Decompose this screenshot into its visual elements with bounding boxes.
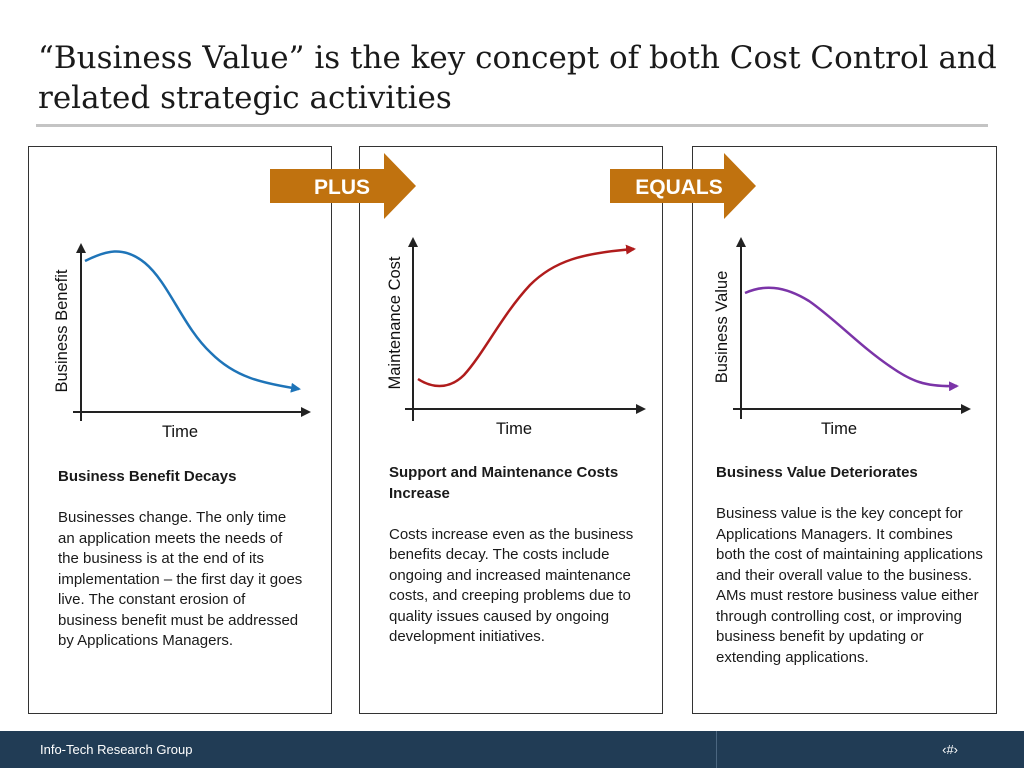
slide-title: “Business Value” is the key concept of b… bbox=[38, 40, 997, 116]
equals-arrow: EQUALS bbox=[610, 153, 756, 219]
panel-body: Business value is the key concept for Ap… bbox=[716, 505, 983, 666]
y-axis-label: Business Benefit bbox=[53, 269, 71, 392]
business-value-chart: Business Value Time bbox=[713, 237, 971, 438]
maintenance-cost-chart: Maintenance Cost Time bbox=[386, 237, 646, 438]
y-axis-label: Business Value bbox=[713, 271, 731, 384]
business-value-curve bbox=[744, 286, 959, 392]
panel-description: Business Benefit Decays Businesses chang… bbox=[58, 467, 306, 652]
footer-divider bbox=[716, 731, 717, 768]
panel-description: Support and Maintenance Costs Increase C… bbox=[389, 463, 647, 648]
business-benefit-curve bbox=[84, 250, 301, 393]
equals-label: EQUALS bbox=[635, 176, 723, 199]
panel-heading: Business Benefit Decays bbox=[58, 468, 237, 485]
title-divider bbox=[36, 124, 988, 127]
plus-arrow-shape bbox=[270, 153, 416, 219]
plus-label: PLUS bbox=[314, 176, 370, 199]
business-benefit-chart: Business Benefit Time bbox=[53, 243, 311, 441]
x-axis-label: Time bbox=[496, 420, 532, 438]
x-axis-label: Time bbox=[821, 420, 857, 438]
panel-heading: Business Value Deteriorates bbox=[716, 464, 918, 481]
business-benefit-panel: Business Benefit Time Business Benefit D… bbox=[28, 146, 332, 714]
business-value-panel: Business Value Time Business Value Deter… bbox=[692, 146, 997, 714]
maintenance-cost-panel: Maintenance Cost Time Support and Mainte… bbox=[359, 146, 663, 714]
plus-arrow: PLUS bbox=[270, 153, 416, 219]
footer-organization: Info-Tech Research Group bbox=[40, 742, 193, 757]
panel-description: Business Value Deteriorates Business val… bbox=[716, 463, 986, 668]
footer-bar: Info-Tech Research Group ‹#› bbox=[0, 731, 1024, 768]
panel-body: Businesses change. The only time an appl… bbox=[58, 509, 303, 649]
panel-body: Costs increase even as the business bene… bbox=[389, 525, 634, 646]
page-number: ‹#› bbox=[942, 742, 958, 757]
y-axis-label: Maintenance Cost bbox=[386, 256, 404, 389]
x-axis-label: Time bbox=[162, 423, 198, 441]
equals-arrow-shape bbox=[610, 153, 756, 219]
panel-heading: Support and Maintenance Costs Increase bbox=[389, 464, 619, 502]
maintenance-cost-curve bbox=[417, 244, 636, 388]
